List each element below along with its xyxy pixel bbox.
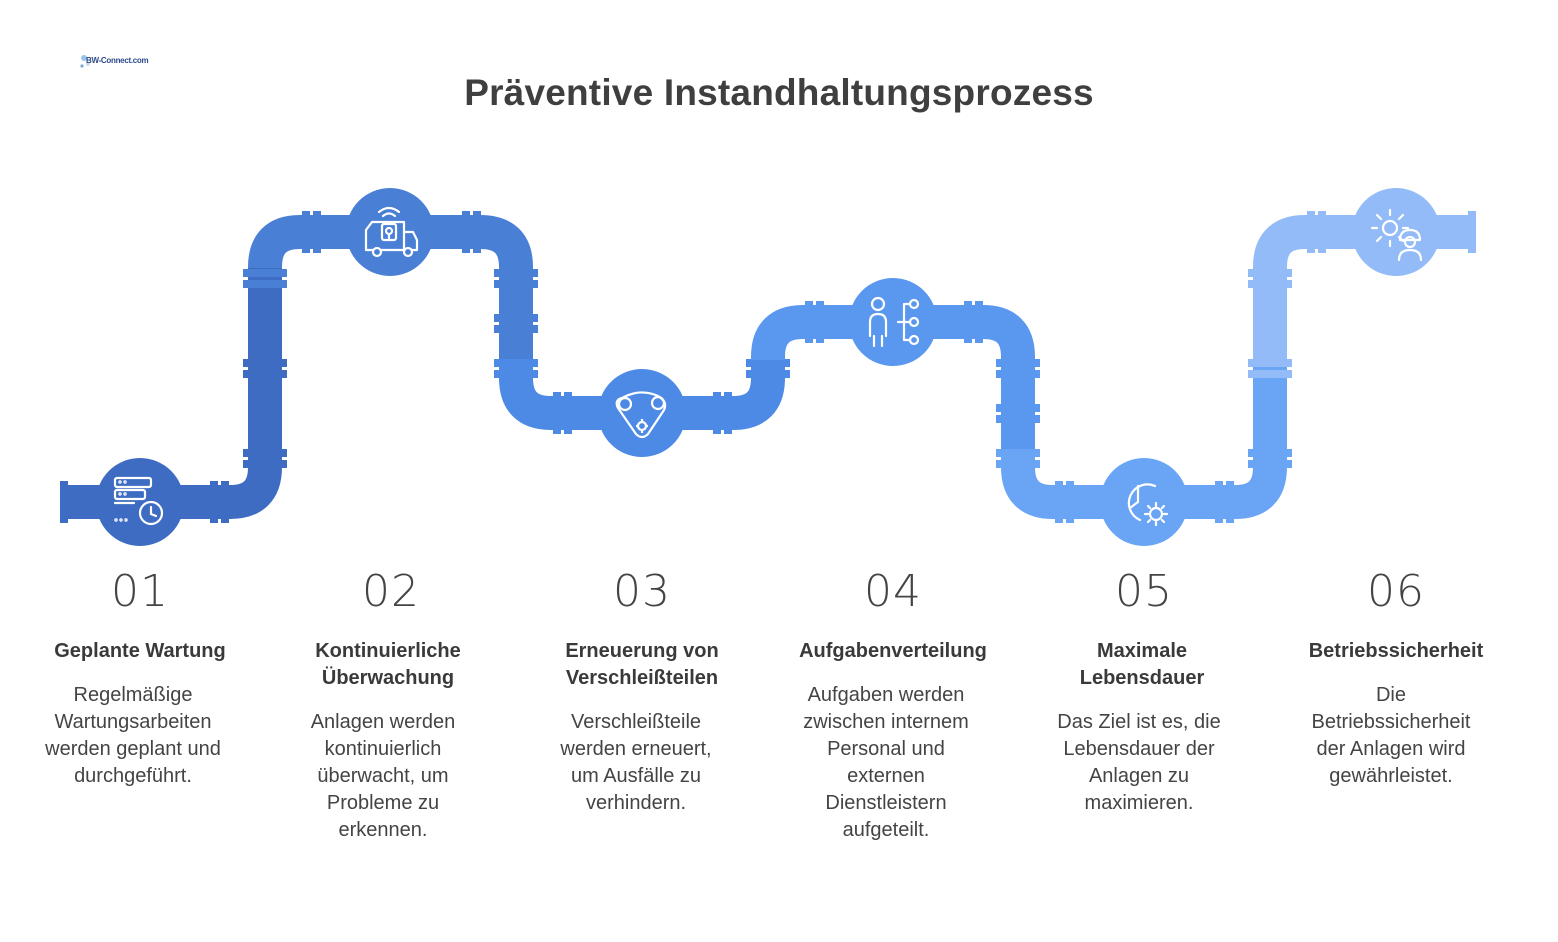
monitoring-truck-icon — [364, 206, 419, 258]
step-number-5: 05 — [1115, 566, 1173, 617]
server-clock-icon — [113, 476, 164, 526]
pipe-segment-2 — [243, 211, 538, 360]
step-title-5: Maximale Lebensdauer — [1079, 640, 1205, 689]
page-title: Präventive Instandhaltungsprozess — [464, 72, 1094, 113]
person-network-icon — [868, 296, 920, 348]
step-title-3: Erneuerung von Verschleißteilen — [565, 640, 719, 689]
gear-worker-icon — [1370, 208, 1423, 262]
step-node-2 — [346, 188, 434, 276]
step-description-2: Anlagen werden kontinuierlich überwacht,… — [310, 711, 456, 841]
step-title-4: Aufgabenverteilung — [799, 640, 987, 662]
logo-icon — [80, 55, 90, 68]
belt-drive-icon — [615, 391, 667, 439]
step-number-3: 03 — [613, 566, 671, 617]
step-title-6: Betriebssicherheit — [1308, 640, 1484, 662]
step-node-6 — [1352, 188, 1440, 276]
step-number-4: 04 — [864, 566, 922, 617]
step-node-4 — [849, 278, 937, 366]
step-description-3: Verschleißteile werden erneuert, um Ausf… — [560, 711, 712, 814]
step-description-5: Das Ziel ist es, die Lebensdauer der Anl… — [1057, 711, 1221, 814]
step-description-1: Regelmäßige Wartungsarbeiten werden gepl… — [45, 684, 221, 787]
step-node-1 — [96, 458, 184, 546]
pipe-segment-6 — [1248, 211, 1476, 378]
clock-gear-icon — [1127, 483, 1169, 527]
step-description-4: Aufgaben werden zwischen internem Person… — [803, 684, 969, 841]
step-node-5 — [1100, 458, 1188, 546]
step-number-1: 01 — [111, 566, 169, 617]
step-number-6: 06 — [1367, 566, 1425, 617]
logo-text: BW-Connect.com — [86, 56, 149, 65]
step-number-2: 02 — [362, 566, 420, 617]
step-title-2: Kontinuierliche Überwachung — [315, 640, 461, 689]
pipe-segment-1 — [60, 268, 287, 523]
step-node-3 — [598, 369, 686, 457]
step-title-1: Geplante Wartung — [54, 640, 226, 662]
step-description-6: Die Betriebssicherheit der Anlagen wird … — [1311, 684, 1471, 787]
